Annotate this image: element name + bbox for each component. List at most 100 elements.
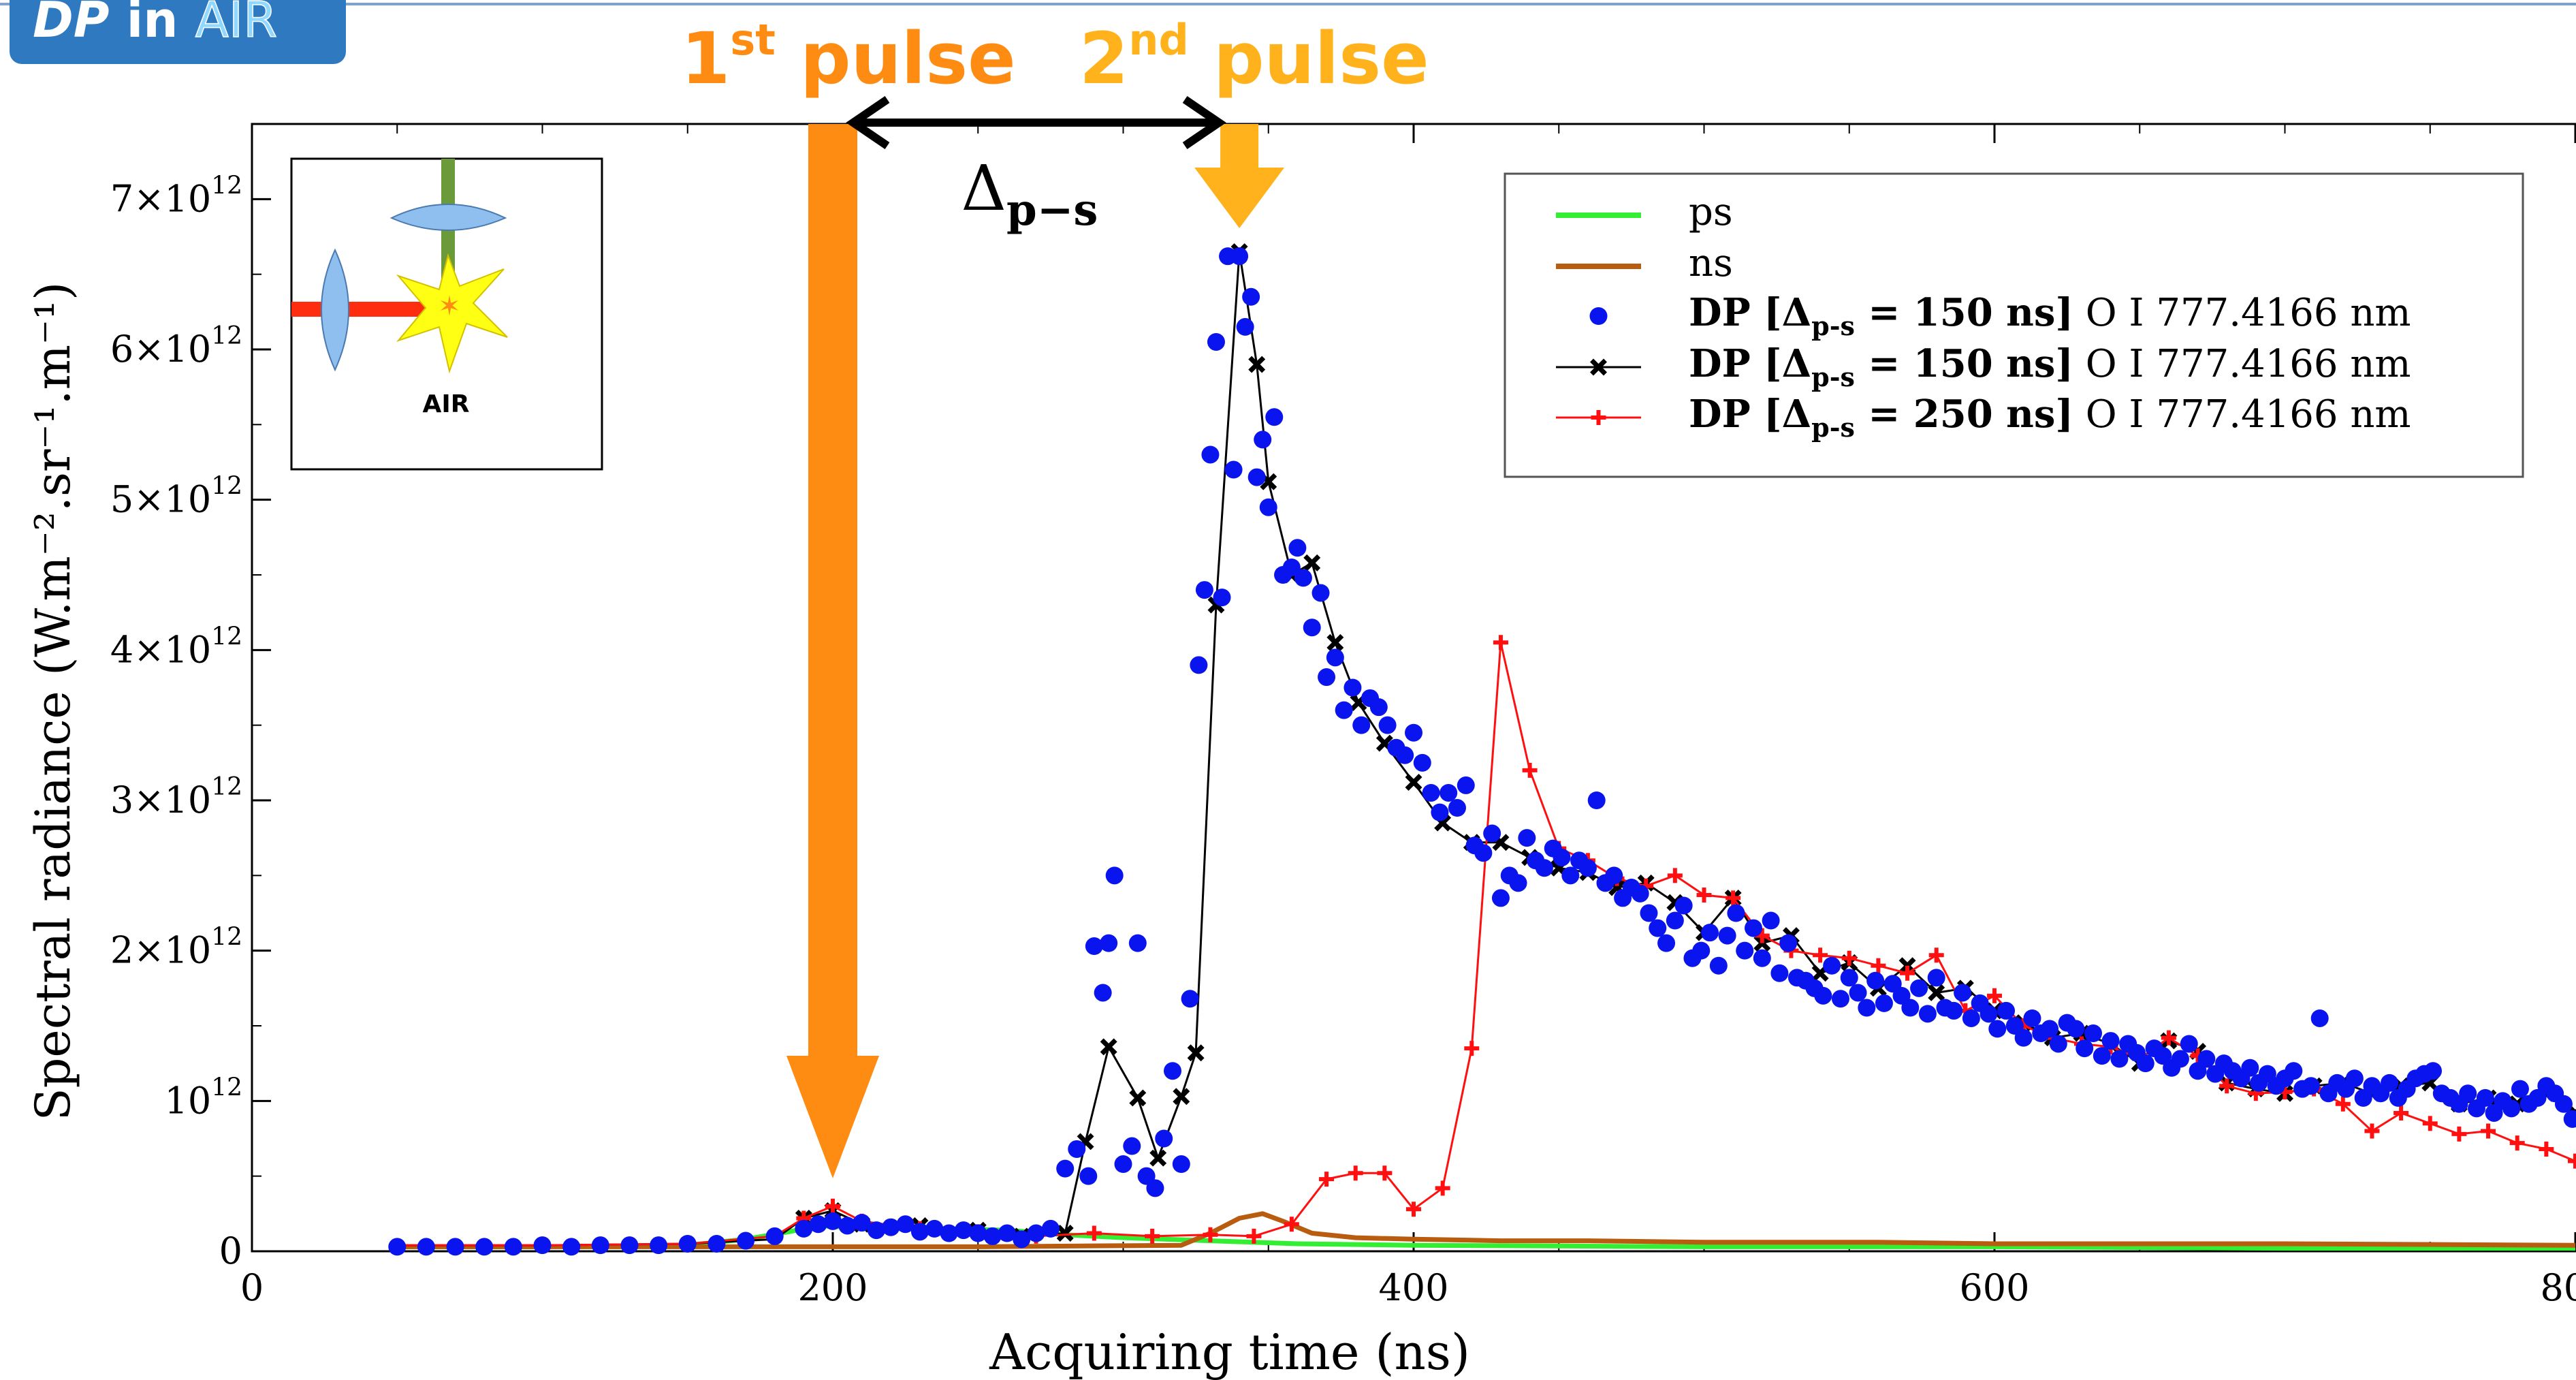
- plus-marker: [1841, 950, 1857, 966]
- data-point: [2345, 1069, 2364, 1088]
- data-point: [1247, 468, 1266, 486]
- data-point: [1988, 1020, 2007, 1038]
- delta-arrow-right-head: [1182, 96, 1226, 149]
- first-pulse-arrow-head: [786, 1056, 879, 1178]
- data-point: [954, 1221, 972, 1240]
- data-point: [1068, 1140, 1086, 1158]
- first-pulse-sup: st: [730, 15, 776, 65]
- plus-marker: [1871, 958, 1886, 973]
- data-point: [2110, 1050, 2129, 1068]
- plus-marker: [1726, 890, 1741, 906]
- y-tick-label: 7×1012: [110, 172, 242, 220]
- data-point: [2076, 1039, 2094, 1058]
- data-point: [1128, 934, 1147, 952]
- data-point: [562, 1238, 581, 1256]
- data-point: [2424, 1062, 2443, 1080]
- delta-subscript: p−s: [1006, 185, 1098, 236]
- plus-marker: [2509, 1135, 2525, 1151]
- data-point: [1213, 589, 1231, 607]
- data-point: [1701, 924, 1719, 942]
- delta-arrow-left-head: [846, 96, 890, 149]
- data-point: [1910, 979, 1928, 997]
- data-point: [1727, 904, 1745, 922]
- legend-label: ps: [1689, 190, 1733, 234]
- data-point: [853, 1214, 871, 1232]
- plus-marker: [2451, 1126, 2467, 1142]
- data-point: [1901, 999, 1920, 1017]
- data-point: [1745, 919, 1763, 937]
- x-tick-label: 600: [1959, 1266, 2029, 1309]
- plus-marker: [1493, 635, 1508, 650]
- x-marker: [1149, 1149, 1167, 1167]
- x-marker: [1303, 554, 1321, 571]
- y-tick-label: 0: [219, 1229, 242, 1272]
- x-marker: [1248, 356, 1266, 373]
- data-point: [1396, 746, 1414, 764]
- data-point: [1413, 753, 1431, 772]
- data-point: [998, 1224, 1016, 1242]
- data-point: [1997, 1001, 2016, 1020]
- data-point: [1553, 848, 1571, 866]
- data-point: [1224, 460, 1243, 479]
- legend-item-ps: ps: [1556, 190, 1733, 234]
- second-pulse-word: pulse: [1189, 17, 1429, 100]
- x-marker: [1928, 984, 1945, 1001]
- plus-marker: [1813, 947, 1828, 963]
- delta-ps-label: Δp−s: [961, 152, 1098, 236]
- data-point: [1578, 859, 1597, 877]
- data-point: [1318, 668, 1336, 687]
- data-point: [1094, 984, 1112, 1002]
- plus-marker: [2394, 1105, 2409, 1120]
- data-point: [1181, 990, 1199, 1008]
- data-point: [1105, 866, 1124, 885]
- plus-marker: [2219, 1078, 2235, 1094]
- data-point: [1518, 829, 1536, 847]
- plus-marker: [2568, 1153, 2576, 1169]
- x-tick-label: 400: [1378, 1266, 1448, 1309]
- data-point: [1762, 911, 1780, 930]
- series-dp150_dots: [388, 247, 2576, 1256]
- spark-icon: ✶: [438, 291, 461, 322]
- plus-marker: [1435, 1180, 1450, 1196]
- plus-marker: [1464, 1041, 1480, 1056]
- legend-item-dp250: DP [Δp-s = 250 ns] O I 777.4166 nm: [1556, 392, 2411, 443]
- plus-marker: [2161, 1030, 2176, 1046]
- x-marker: [1129, 1089, 1147, 1107]
- data-point: [1236, 317, 1254, 336]
- data-point: [1259, 498, 1277, 516]
- first-pulse-label: 1st pulse: [681, 15, 1016, 100]
- data-point: [1831, 990, 1849, 1008]
- setup-inset: ✶ AIR: [290, 157, 603, 471]
- data-point: [925, 1219, 944, 1238]
- x-tick-label: 200: [797, 1266, 868, 1309]
- data-point: [1858, 999, 1876, 1017]
- y-tick-label: 4×1012: [110, 623, 242, 671]
- plus-marker: [2481, 1123, 2496, 1139]
- data-point: [1736, 941, 1754, 960]
- data-point: [1282, 558, 1301, 576]
- data-point: [1605, 866, 1623, 885]
- data-point: [896, 1215, 915, 1234]
- plot-axes: 0 200 400 600 800 0 1012 2×1012 3×1012 4×1012 5×10…: [25, 123, 2576, 1380]
- data-point: [910, 1223, 929, 1241]
- x-marker: [1100, 1038, 1117, 1056]
- data-point: [2067, 1020, 2085, 1038]
- data-point: [2197, 1050, 2216, 1068]
- y-tick-label: 5×1012: [110, 473, 242, 521]
- plus-marker: [2422, 1116, 2438, 1131]
- series-line-ns: [397, 1211, 2576, 1249]
- plus-marker: [1522, 762, 1538, 778]
- data-point: [1190, 656, 1208, 674]
- x-marker: [1173, 1088, 1190, 1105]
- data-point: [1343, 678, 1362, 697]
- plus-marker: [1203, 1227, 1218, 1242]
- delta-symbol: Δ: [961, 152, 1006, 225]
- data-point: [1649, 919, 1667, 937]
- data-point: [678, 1234, 697, 1253]
- y-tick-label: 2×1012: [110, 924, 242, 972]
- plus-marker: [1928, 947, 1944, 963]
- inset-air-label: AIR: [423, 390, 470, 418]
- badge-in: in: [110, 0, 195, 48]
